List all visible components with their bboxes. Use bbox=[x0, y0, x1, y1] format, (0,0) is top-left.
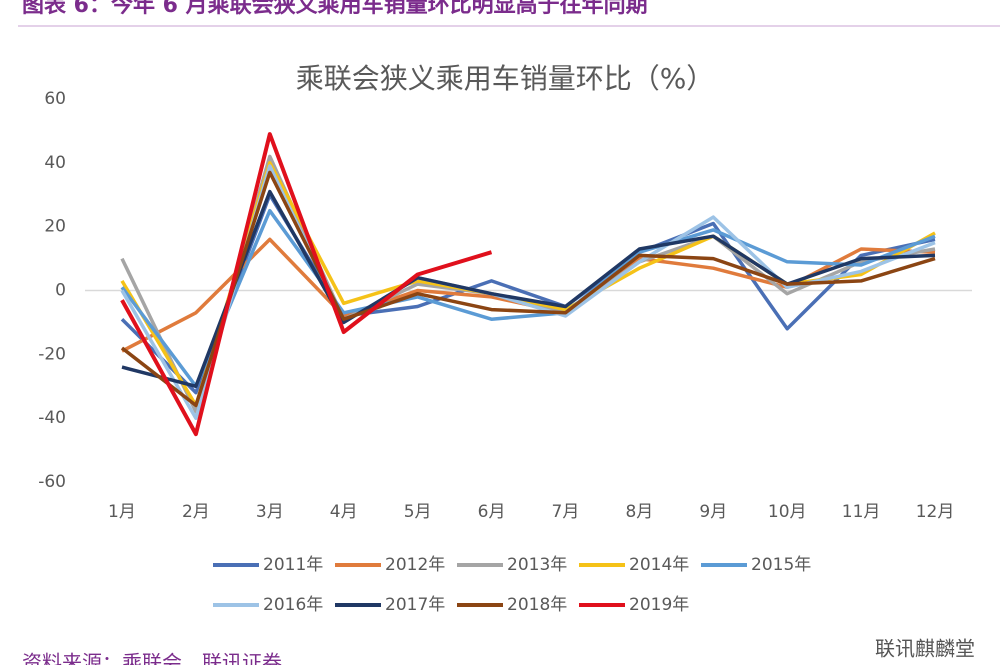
y-tick-label: 60 bbox=[44, 89, 66, 109]
x-tick-label: 4月 bbox=[330, 502, 358, 522]
legend-label: 2012年 bbox=[385, 555, 445, 575]
series-line bbox=[120, 132, 493, 437]
legend-label: 2013年 bbox=[507, 555, 567, 575]
series-line bbox=[120, 208, 936, 389]
series-line bbox=[121, 189, 936, 389]
x-tick-label: 9月 bbox=[699, 502, 727, 522]
x-tick-label: 11月 bbox=[842, 502, 881, 522]
series-line bbox=[120, 193, 936, 395]
legend-label: 2016年 bbox=[263, 595, 323, 615]
y-tick-label: -40 bbox=[38, 408, 66, 428]
chart-title: 乘联会狭义乘用车销量环比（%） bbox=[296, 62, 715, 95]
x-tick-label: 7月 bbox=[552, 502, 580, 522]
y-tick-label: 0 bbox=[55, 281, 66, 301]
legend-label: 2015年 bbox=[751, 555, 811, 575]
legend-label: 2018年 bbox=[507, 595, 567, 615]
source: 资料来源：乘联会，联讯证券 bbox=[22, 651, 282, 666]
y-tick-label: -20 bbox=[38, 344, 66, 364]
x-tick-label: 2月 bbox=[182, 502, 210, 522]
x-tick-label: 8月 bbox=[625, 502, 653, 522]
y-tick-label: 40 bbox=[44, 153, 66, 173]
legend-label: 2019年 bbox=[629, 595, 689, 615]
x-tick-label: 5月 bbox=[404, 502, 432, 522]
watermark: 联讯麒麟堂 bbox=[875, 637, 975, 661]
y-tick-label: 20 bbox=[44, 217, 66, 237]
x-tick-label: 3月 bbox=[256, 502, 284, 522]
legend-label: 2014年 bbox=[629, 555, 689, 575]
x-tick-label: 12月 bbox=[916, 502, 955, 522]
legend-label: 2011年 bbox=[263, 555, 323, 575]
x-tick-label: 1月 bbox=[108, 502, 136, 522]
y-tick-label: -60 bbox=[38, 472, 66, 492]
x-tick-label: 10月 bbox=[768, 502, 807, 522]
x-tick-label: 6月 bbox=[478, 502, 506, 522]
legend-label: 2017年 bbox=[385, 595, 445, 615]
figure-title: 图表 6：今年 6 月乘联会狭义乘用车销量环比明显高于往年同期 bbox=[22, 0, 648, 18]
series-line bbox=[120, 170, 936, 408]
